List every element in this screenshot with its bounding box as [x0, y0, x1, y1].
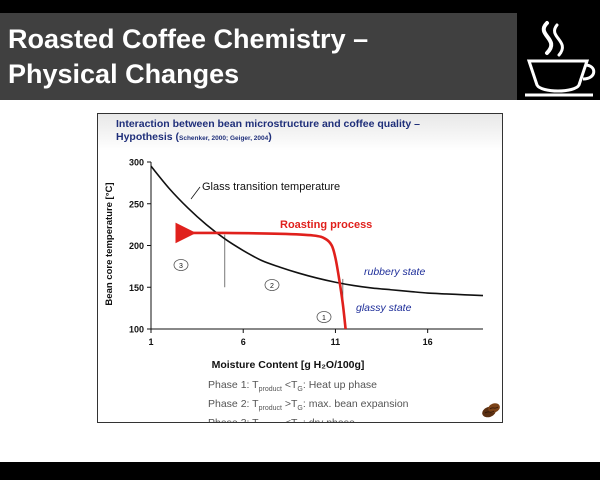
phase-note-1-sub1: product: [258, 386, 282, 394]
phase-notes: Phase 1: Tproduct <TG: Heat up phase Phas…: [208, 378, 409, 422]
phase-marker-2: 2: [264, 279, 280, 291]
figure-heading: Interaction between bean microstructure …: [116, 118, 496, 145]
coffee-cup-logo-icon: [525, 21, 596, 97]
phase-note-3: Phase 3: Tproduct <TG: dry phase: [208, 416, 409, 422]
y-tick-label: 250: [129, 199, 144, 209]
x-tick-label: 16: [423, 337, 433, 347]
figure-heading-suffix: ): [268, 131, 272, 143]
phase-note-2-suffix: : max. bean expansion: [302, 398, 409, 411]
glassy-state-label: glassy state: [356, 302, 412, 314]
chart-figure: Interaction between bean microstructure …: [97, 113, 503, 423]
phase-note-2: Phase 2: Tproduct >TG: max. bean expansi…: [208, 397, 409, 416]
phase-marker-1: 1: [316, 311, 332, 323]
phase-note-3-mid: <T: [282, 417, 298, 422]
figure-heading-citation: Schenker, 2000; Geiger, 2004: [179, 135, 269, 142]
y-tick-label: 150: [129, 283, 144, 293]
top-black-bar: [0, 0, 600, 13]
coffee-bean-icon: [482, 403, 500, 418]
logo: [517, 13, 600, 100]
x-tick-label: 6: [241, 337, 246, 347]
phase-note-2-mid: >T: [281, 398, 298, 411]
x-tick-label: 11: [331, 337, 341, 347]
phase-marker-1-text: 1: [322, 315, 326, 322]
x-axis-label: Moisture Content [g H₂O/100g]: [212, 359, 365, 371]
roasting-process-curve: [175, 222, 347, 330]
figure-heading-prefix: Hypothesis (: [116, 131, 180, 143]
glass-label-leader: [190, 186, 201, 200]
phase-note-3-suffix: : dry phase: [303, 417, 355, 422]
phase-note-1: Phase 1: Tproduct <TG: Heat up phase: [208, 378, 409, 397]
phase-note-1-suffix: : Heat up phase: [302, 379, 378, 391]
figure-heading-line1: Interaction between bean microstructure …: [116, 118, 420, 130]
slide-title-line1: Roasted Coffee Chemistry –: [8, 24, 369, 54]
slide-title-line2: Physical Changes: [8, 59, 240, 89]
x-tick-label: 1: [148, 337, 153, 347]
phase-note-2-sub2: G: [297, 405, 303, 413]
y-tick-label: 200: [129, 241, 144, 251]
rubbery-state-label: rubbery state: [364, 266, 425, 278]
y-axis-label: Bean core temperature [°C]: [104, 182, 115, 305]
glass-transition-label: Glass transition temperature: [202, 181, 340, 193]
phase-note-3-prefix: Phase 3: T: [208, 417, 259, 422]
y-tick-label: 300: [129, 158, 144, 168]
phase-marker-3-text: 3: [179, 263, 183, 270]
title-band: [0, 13, 600, 100]
phase-note-1-mid: <T: [281, 379, 298, 391]
roasting-process-label: Roasting process: [280, 219, 372, 231]
phase-marker-3: 3: [173, 259, 189, 271]
phase-note-1-sub2: G: [297, 386, 303, 394]
figure-heading-background: [98, 114, 502, 151]
glass-transition-curve: [150, 165, 484, 297]
figure-heading-line2: Hypothesis (Schenker, 2000; Geiger, 2004…: [116, 131, 496, 145]
y-tick-label: 100: [129, 325, 144, 335]
phase-marker-2-text: 2: [270, 283, 274, 290]
bottom-black-bar: [0, 462, 600, 480]
phase-note-2-sub1: product: [258, 405, 282, 413]
phase-note-1-prefix: Phase 1: T: [208, 379, 259, 391]
slide-title: Roasted Coffee Chemistry – Physical Chan…: [8, 22, 368, 92]
phase-note-2-prefix: Phase 2: T: [208, 398, 259, 411]
